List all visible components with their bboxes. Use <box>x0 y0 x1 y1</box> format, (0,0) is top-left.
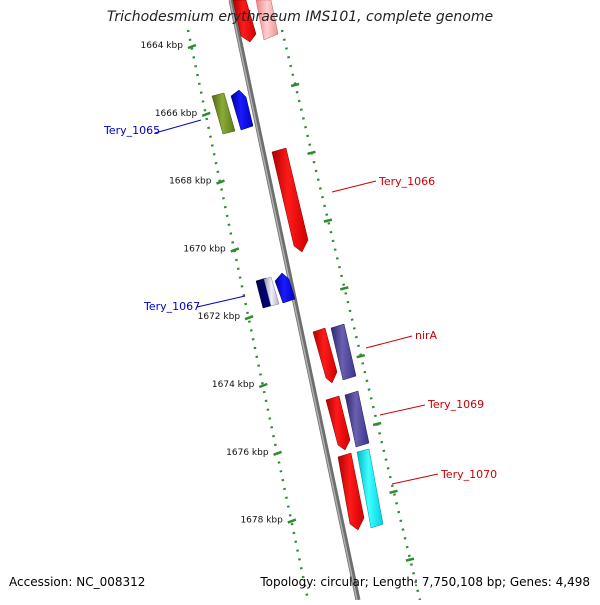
topology-text: Topology: circular; Length: 7,750,108 bp… <box>260 575 590 589</box>
gene-label-tery-1070[interactable]: Tery_1070 <box>440 468 497 481</box>
label-line-tery-1066 <box>331 180 377 193</box>
partial-gene-top-pink <box>255 0 279 41</box>
label-line-tery-1067 <box>196 295 246 308</box>
ruler-label: 1668 kbp <box>169 177 212 187</box>
ruler-tick-minus <box>230 247 240 253</box>
ruler-tick-plus <box>323 218 333 223</box>
gene-olive-block <box>211 92 236 135</box>
label-line-nira <box>365 335 413 349</box>
ruler-tick-plus <box>389 489 398 495</box>
ruler-label: 1664 kbp <box>141 41 184 51</box>
ruler-label: 1678 kbp <box>240 516 283 526</box>
ruler-tick-plus <box>290 82 300 88</box>
gene-nira-partner-block <box>330 323 357 381</box>
ruler-tick-minus <box>187 43 197 50</box>
ruler-tick-plus <box>372 421 382 427</box>
gene-tery-1070-arrow[interactable] <box>337 452 365 531</box>
label-line-tery-1069 <box>379 404 426 416</box>
ruler-tick-plus <box>356 353 366 359</box>
ruler-label: 1674 kbp <box>212 380 255 390</box>
gene-cyan-block <box>356 448 384 529</box>
map-title: Trichodesmium erythraeum IMS101, complet… <box>106 9 494 25</box>
gene-tery-1069-arrow[interactable] <box>325 395 351 451</box>
ruler-tick-plus <box>307 150 316 156</box>
gene-silver-block <box>263 276 280 307</box>
gene-label-tery-1065[interactable]: Tery_1065 <box>103 124 160 137</box>
label-line-tery-1065 <box>154 119 202 134</box>
accession-text: Accession: NC_008312 <box>9 575 146 589</box>
ruler-label: 1666 kbp <box>155 109 198 119</box>
gene-tery-1069-partner-block <box>344 390 370 448</box>
ruler-tick-minus <box>216 179 225 185</box>
ruler-ticks: 1664 kbp 1666 kbp 1668 kbp 1670 kbp 1672 kbp… <box>141 41 415 562</box>
ruler-label: 1676 kbp <box>226 448 269 458</box>
gene-tery-1067-arrow[interactable] <box>274 272 296 304</box>
genome-backbone-highlight <box>229 0 358 601</box>
gene-label-tery-1066[interactable]: Tery_1066 <box>378 175 435 188</box>
ruler-tick-minus <box>258 382 268 389</box>
gene-label-nira[interactable]: nirA <box>415 329 438 342</box>
ruler-tick-minus <box>273 450 283 456</box>
ruler-tick-plus <box>340 286 349 291</box>
ruler-tick-minus <box>244 315 254 321</box>
genome-backbone <box>228 0 361 601</box>
label-line-tery-1070 <box>391 473 439 485</box>
gene-nira-arrow[interactable] <box>312 327 338 384</box>
gene-tery-1065-arrow[interactable] <box>230 89 254 131</box>
gene-label-tery-1067[interactable]: Tery_1067 <box>143 300 200 313</box>
ruler-label: 1672 kbp <box>198 312 241 322</box>
ruler-label: 1670 kbp <box>183 244 226 254</box>
gene-tery-1066-arrow[interactable] <box>271 147 309 253</box>
ruler-tick-plus <box>405 557 415 562</box>
partial-gene-top-red <box>232 0 257 43</box>
ruler-tick-minus <box>287 518 297 524</box>
gene-label-tery-1069[interactable]: Tery_1069 <box>427 398 484 411</box>
ruler-tick-minus <box>201 111 211 117</box>
